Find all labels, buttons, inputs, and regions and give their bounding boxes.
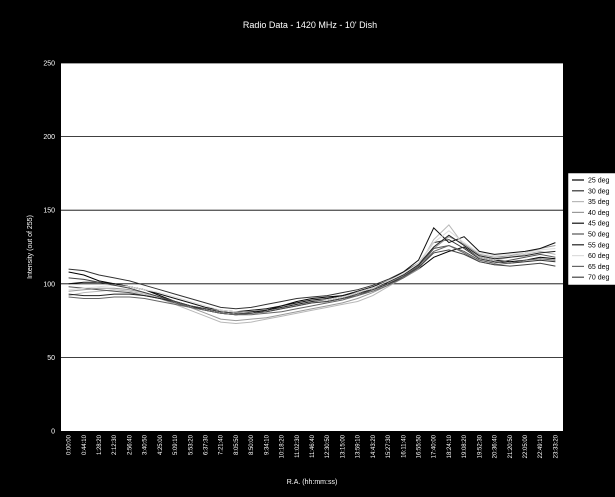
gridlines: [61, 62, 563, 358]
chart-title: Radio Data - 1420 MHz - 10' Dish: [243, 20, 377, 30]
x-tick-label: 16:55:50: [416, 434, 422, 458]
x-tick-label: 5:09:10: [173, 434, 179, 455]
x-tick-label: 22:49:10: [538, 434, 544, 458]
x-tick-label: 5:53:20: [188, 434, 194, 455]
y-tick-label: 250: [43, 61, 55, 68]
x-tick-label: 13:59:10: [356, 434, 362, 458]
x-axis-label: R.A. (hh:mm:ss): [287, 479, 338, 486]
x-tick-label: 14:43:20: [371, 434, 377, 458]
legend-label: 45 deg: [588, 221, 610, 228]
series-line-55-deg: [68, 234, 556, 314]
x-tick-label: 8:05:50: [234, 434, 240, 455]
x-tick-label: 11:02:30: [295, 434, 301, 458]
x-tick-label: 22:05:00: [523, 434, 529, 458]
x-tick-label: 10:18:20: [280, 434, 286, 458]
y-tick-label: 100: [43, 281, 55, 288]
legend-label: 40 deg: [588, 210, 610, 217]
x-tick-label: 21:20:50: [508, 434, 514, 458]
y-tick-label: 200: [43, 134, 55, 141]
x-tick-label: 16:11:40: [401, 434, 407, 458]
series-line-70-deg: [68, 249, 556, 314]
x-tick-label: 17:40:00: [432, 434, 438, 458]
x-tick-label: 23:33:20: [553, 434, 559, 458]
legend[interactable]: 25 deg 30 deg 35 deg 40 deg 45 deg 50 deg 55 d…: [567, 172, 615, 286]
y-tick-label: 50: [47, 355, 55, 362]
x-tick-label: 0:44:10: [82, 434, 88, 455]
y-axis-label: Intensity (out of 255): [27, 215, 34, 279]
legend-label: 35 deg: [588, 199, 610, 206]
series-line-30-deg: [68, 239, 556, 310]
x-tick-label: 15:27:30: [386, 434, 392, 458]
x-tick-label: 6:37:30: [204, 434, 210, 455]
x-tick-label: 3:40:50: [143, 434, 149, 455]
x-tick-label: 4:25:00: [158, 434, 164, 455]
plot-area: [61, 63, 563, 431]
legend-label: 60 deg: [588, 253, 610, 260]
x-tick-label: 20:36:40: [493, 434, 499, 458]
legend-label: 55 deg: [588, 242, 610, 249]
series-lines: [68, 224, 556, 325]
x-axis-ticks: 0:00:00 0:44:10 1:28:20 2:12:30 2:56:40 3:40:…: [67, 434, 560, 458]
y-axis-ticks: 0 50 100 150 200 250: [43, 61, 55, 436]
legend-label: 30 deg: [588, 188, 610, 195]
x-tick-label: 18:24:10: [447, 434, 453, 458]
x-tick-label: 2:56:40: [127, 434, 133, 455]
legend-label: 65 deg: [588, 264, 610, 271]
legend-label: 25 deg: [588, 178, 610, 185]
y-tick-label: 0: [51, 429, 55, 436]
x-tick-label: 12:30:50: [325, 434, 331, 458]
y-tick-label: 150: [43, 208, 55, 215]
x-tick-label: 19:52:30: [477, 434, 483, 458]
x-tick-label: 8:50:00: [249, 434, 255, 455]
legend-label: 50 deg: [588, 232, 610, 239]
x-tick-label: 9:34:10: [264, 434, 270, 455]
x-tick-label: 0:00:00: [67, 434, 73, 455]
legend-label: 70 deg: [588, 275, 610, 282]
x-tick-label: 7:21:40: [219, 434, 225, 455]
x-tick-label: 11:46:40: [310, 434, 316, 458]
series-line-35-deg: [68, 224, 556, 325]
x-tick-label: 13:15:00: [340, 434, 346, 458]
x-tick-label: 2:12:30: [112, 434, 118, 455]
x-tick-label: 1:28:20: [97, 434, 103, 455]
x-tick-label: 19:08:20: [462, 434, 468, 458]
